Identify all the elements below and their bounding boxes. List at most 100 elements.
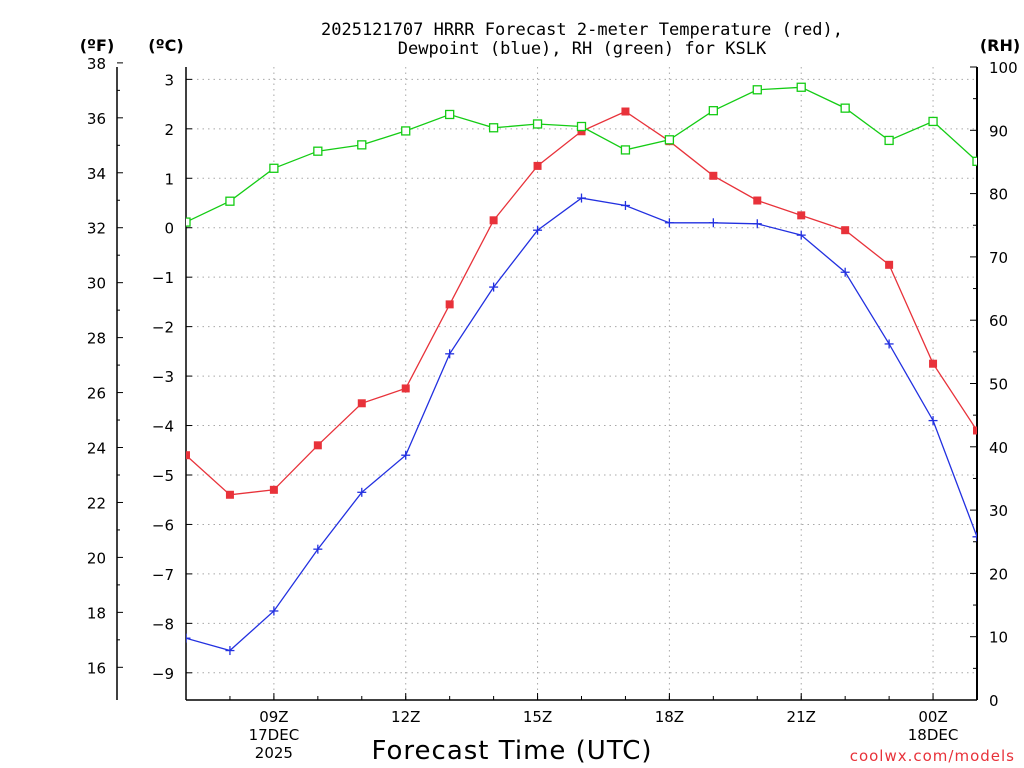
temperature-point	[621, 107, 630, 116]
dewpoint-point	[796, 230, 806, 240]
fahrenheit-unit-label: (ºF)	[80, 36, 115, 55]
rh-point	[928, 116, 938, 127]
dewpoint-point	[620, 200, 630, 210]
x-tick-label: 17DEC	[249, 726, 300, 744]
dewpoint-point	[186, 633, 191, 643]
rh-tick-label: 60	[989, 312, 1008, 330]
fahrenheit-tick-label: 22	[87, 494, 106, 512]
rh-point	[752, 85, 762, 95]
celsius-tick-label: 2	[164, 121, 174, 139]
rh-tick-label: 10	[989, 629, 1008, 647]
celsius-tick-label: 3	[164, 71, 174, 89]
rh-tick-label: 50	[989, 376, 1008, 394]
dewpoint-point	[533, 225, 543, 235]
rh-point	[186, 217, 191, 227]
rh-point	[708, 106, 718, 116]
rh-point	[225, 196, 235, 206]
x-axis-label: Forecast Time (UTC)	[371, 736, 652, 766]
rh-unit-label: (RH)	[980, 36, 1020, 55]
temperature-point	[186, 451, 190, 460]
temperature-point	[885, 260, 894, 269]
temperature-line	[186, 110, 977, 496]
chart-title-line-1: 2025121707 HRRR Forecast 2-meter Tempera…	[321, 20, 843, 40]
dewpoint-point	[225, 646, 235, 656]
temperature-point	[401, 384, 410, 393]
x-tick-label: 21Z	[787, 708, 816, 726]
celsius-tick-label: −3	[152, 368, 174, 386]
x-tick-label: 15Z	[523, 708, 552, 726]
dewpoint-point	[972, 532, 977, 542]
fahrenheit-tick-label: 16	[87, 659, 106, 677]
x-tick-label: 09Z	[259, 708, 288, 726]
celsius-tick-label: −9	[152, 665, 174, 683]
rh-tick-label: 100	[989, 59, 1018, 77]
celsius-tick-label: −2	[152, 319, 174, 337]
temperature-point	[753, 196, 762, 205]
fahrenheit-tick-label: 26	[87, 385, 106, 403]
celsius-tick-label: −5	[152, 467, 174, 485]
x-tick-label: 00Z	[918, 708, 947, 726]
chart-title-line-2: Dewpoint (blue), RH (green) for KSLK	[398, 39, 767, 59]
temperature-point	[357, 399, 366, 408]
rh-point	[664, 135, 675, 145]
temperature-point	[841, 226, 850, 235]
dewpoint-point	[708, 218, 718, 228]
rh-point	[620, 145, 631, 155]
celsius-tick-label: −8	[152, 615, 174, 633]
rh-point	[576, 121, 587, 132]
fahrenheit-tick-label: 34	[87, 165, 106, 183]
dewpoint-point	[313, 544, 323, 554]
dewpoint-point	[664, 218, 674, 228]
temperature-point	[445, 300, 454, 309]
rh-point	[357, 140, 367, 150]
fahrenheit-tick-label: 24	[87, 440, 106, 458]
rh-point	[884, 135, 894, 146]
celsius-tick-label: 0	[164, 220, 174, 238]
series-layer	[186, 82, 977, 656]
dewpoint-line	[186, 197, 977, 652]
rh-point	[401, 126, 411, 136]
rh-tick-label: 40	[989, 439, 1008, 457]
dewpoint-point	[752, 219, 762, 229]
rh-tick-label: 90	[989, 122, 1008, 140]
fahrenheit-tick-label: 30	[87, 275, 106, 293]
dewpoint-series	[186, 193, 977, 656]
temperature-point	[269, 485, 278, 494]
temperature-point	[225, 490, 234, 499]
rh-point	[532, 119, 543, 129]
x-tick-label: 2025	[255, 744, 293, 762]
x-tick-label: 12Z	[391, 708, 420, 726]
credit-text: coolwx.com/models	[850, 747, 1015, 765]
temperature-point	[973, 426, 977, 435]
temperature-point	[929, 359, 938, 368]
rh-tick-label: 30	[989, 502, 1008, 520]
dewpoint-point	[840, 267, 850, 277]
temperature-point	[709, 171, 718, 180]
temperature-series	[186, 107, 977, 499]
fahrenheit-tick-label: 36	[87, 110, 106, 128]
rh-tick-label: 0	[989, 692, 999, 710]
dewpoint-point	[401, 450, 411, 460]
celsius-unit-label: (ºC)	[148, 36, 183, 55]
temperature-point	[797, 211, 806, 220]
dewpoint-point	[445, 349, 455, 359]
fahrenheit-tick-label: 32	[87, 220, 106, 238]
dewpoint-point	[577, 193, 586, 203]
rh-point	[313, 146, 323, 156]
temperature-point	[577, 127, 586, 136]
rh-point	[796, 82, 806, 92]
celsius-tick-label: −1	[152, 269, 174, 287]
fahrenheit-tick-label: 18	[87, 604, 106, 622]
fahrenheit-tick-label: 28	[87, 330, 106, 348]
celsius-tick-label: −7	[152, 566, 174, 584]
rh-point	[445, 109, 455, 120]
dewpoint-point	[489, 282, 499, 292]
rh-tick-label: 20	[989, 565, 1008, 583]
celsius-tick-label: −4	[152, 418, 174, 436]
temperature-point	[489, 216, 498, 225]
dewpoint-point	[357, 487, 367, 497]
celsius-tick-label: 1	[164, 170, 174, 188]
x-tick-label: 18DEC	[908, 726, 959, 744]
